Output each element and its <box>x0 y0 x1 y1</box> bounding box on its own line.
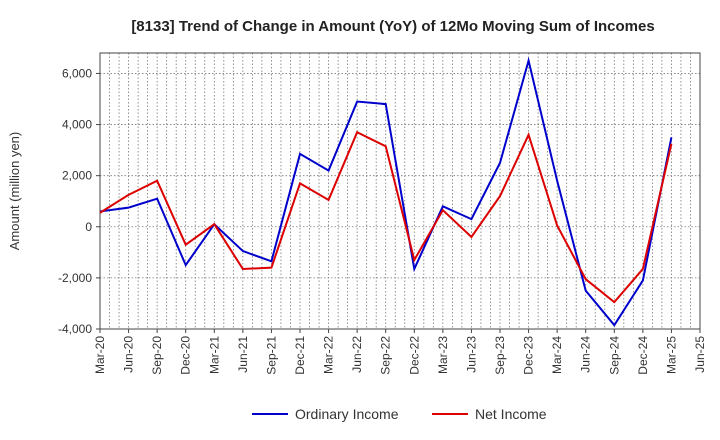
series-line-net-income <box>99 130 673 304</box>
series-line-ordinary-income <box>99 56 673 327</box>
legend-label-ordinary-income: Ordinary Income <box>295 406 399 422</box>
x-tick-label: Dec-23 <box>522 336 536 375</box>
x-tick-label: Sep-21 <box>264 336 278 375</box>
x-tick-label: Mar-24 <box>550 336 564 374</box>
y-tick-label: 4,000 <box>62 118 92 132</box>
x-tick-label: Mar-22 <box>322 336 336 374</box>
x-tick-label: Jun-24 <box>579 336 593 373</box>
x-tick-label: Jun-20 <box>122 336 136 373</box>
x-tick-label: Jun-23 <box>464 336 478 373</box>
x-tick-label: Sep-24 <box>607 336 621 375</box>
x-tick-label: Jun-22 <box>350 336 364 373</box>
y-tick-label: -2,000 <box>58 271 92 285</box>
x-tick-label: Dec-24 <box>636 336 650 375</box>
x-tick-label: Dec-21 <box>293 336 307 375</box>
x-tick-label: Mar-20 <box>93 336 107 374</box>
chart-title: [8133] Trend of Change in Amount (YoY) o… <box>131 18 654 35</box>
x-tick-label: Mar-23 <box>436 336 450 374</box>
x-tick-label: Jun-25 <box>693 336 707 373</box>
y-tick-label: -4,000 <box>58 322 92 336</box>
x-tick-label: Dec-22 <box>407 336 421 375</box>
plot-area: -4,000 -2,000 0 2,000 4,000 6,000 Mar-20 Jun-20… <box>58 52 707 375</box>
x-tick-label: Mar-25 <box>664 336 678 374</box>
legend: Ordinary Income Net Income <box>252 406 547 422</box>
y-tick-label: 6,000 <box>62 66 92 80</box>
plot-frame <box>99 52 701 330</box>
y-tick-label: 0 <box>85 220 92 234</box>
x-tick-label: Sep-20 <box>150 336 164 375</box>
x-tick-label: Jun-21 <box>236 336 250 373</box>
legend-label-net-income: Net Income <box>475 406 547 422</box>
y-axis-label: Amount (million yen) <box>7 132 22 251</box>
x-tick-label: Mar-21 <box>207 336 221 374</box>
x-tick-label: Sep-22 <box>379 336 393 375</box>
y-tick-label: 2,000 <box>62 169 92 183</box>
x-tick-label: Dec-20 <box>179 336 193 375</box>
x-tick-label: Sep-23 <box>493 336 507 375</box>
